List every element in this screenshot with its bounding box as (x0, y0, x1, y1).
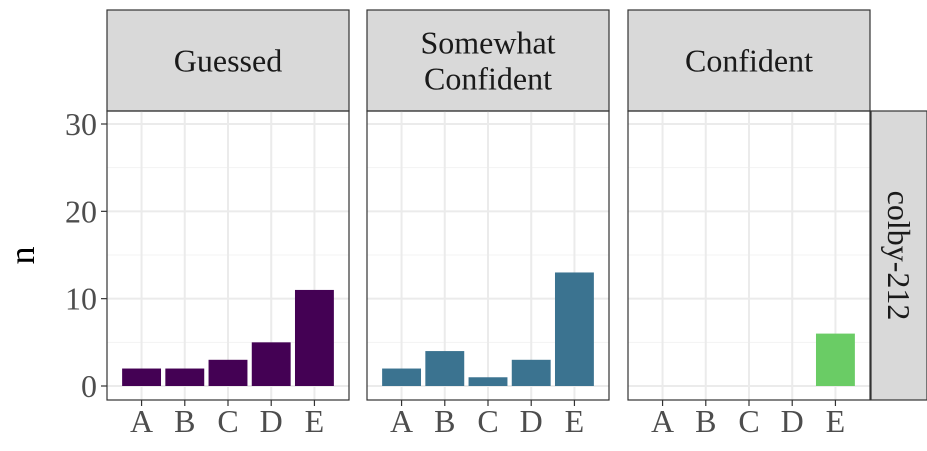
x-tick-label: E (826, 403, 846, 439)
x-tick-label: D (260, 403, 283, 439)
bar-E (294, 289, 334, 386)
row-strip-box (870, 110, 927, 401)
grid-lines (107, 111, 870, 400)
bar-A (122, 368, 162, 386)
bar-E (815, 333, 855, 386)
facet-strip-3 (627, 9, 871, 112)
bar-C (208, 359, 248, 386)
x-tick-label: D (781, 403, 804, 439)
facet-strip-1 (106, 9, 350, 112)
bar-B (425, 351, 465, 386)
x-tick-label: B (434, 403, 455, 439)
x-tick-label: C (738, 403, 759, 439)
x-tick-label: E (305, 403, 325, 439)
facet-strip-label: Confident (424, 61, 552, 97)
bar-A (382, 368, 422, 386)
row-strip-label: colby-212 (881, 191, 917, 321)
facet-strip-label: Confident (685, 43, 813, 79)
facet-strip-2 (366, 9, 610, 112)
x-tick-label: B (695, 403, 716, 439)
x-tick-label: B (174, 403, 195, 439)
bar-B (165, 368, 205, 386)
bar-D (511, 359, 551, 386)
y-tick-label: 20 (65, 193, 97, 229)
bar-D (251, 342, 291, 386)
facet-strip-label: Somewhat (420, 25, 555, 61)
y-tick-label: 30 (65, 106, 97, 142)
y-tick-label: 0 (81, 368, 97, 404)
x-tick-label: E (565, 403, 585, 439)
x-tick-label: A (651, 403, 674, 439)
facet-strip-label: Guessed (174, 43, 282, 79)
y-tick-label: 10 (65, 281, 97, 317)
bar-E (554, 272, 594, 386)
row-strip: colby-212 (870, 110, 927, 401)
x-tick-label: D (520, 403, 543, 439)
y-axis: 0 10 20 30 (65, 106, 107, 404)
x-tick-label: A (130, 403, 153, 439)
x-tick-label: C (217, 403, 238, 439)
x-tick-label: C (477, 403, 498, 439)
bars (122, 272, 855, 386)
bar-C (468, 377, 508, 386)
y-axis-title: n (2, 247, 42, 265)
x-tick-label: A (390, 403, 413, 439)
